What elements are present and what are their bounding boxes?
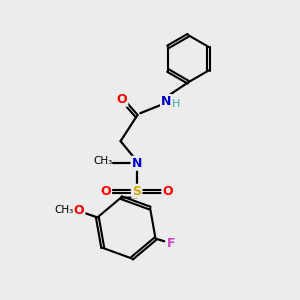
Text: N: N xyxy=(132,157,142,170)
Text: S: S xyxy=(132,185,141,198)
Text: O: O xyxy=(117,93,127,106)
Text: H: H xyxy=(171,99,180,109)
Text: O: O xyxy=(162,185,173,198)
Text: CH₃: CH₃ xyxy=(55,205,74,214)
Text: CH₃: CH₃ xyxy=(93,156,112,166)
Text: O: O xyxy=(100,185,111,198)
Text: N: N xyxy=(161,95,171,108)
Text: O: O xyxy=(74,205,84,218)
Text: F: F xyxy=(167,236,175,250)
